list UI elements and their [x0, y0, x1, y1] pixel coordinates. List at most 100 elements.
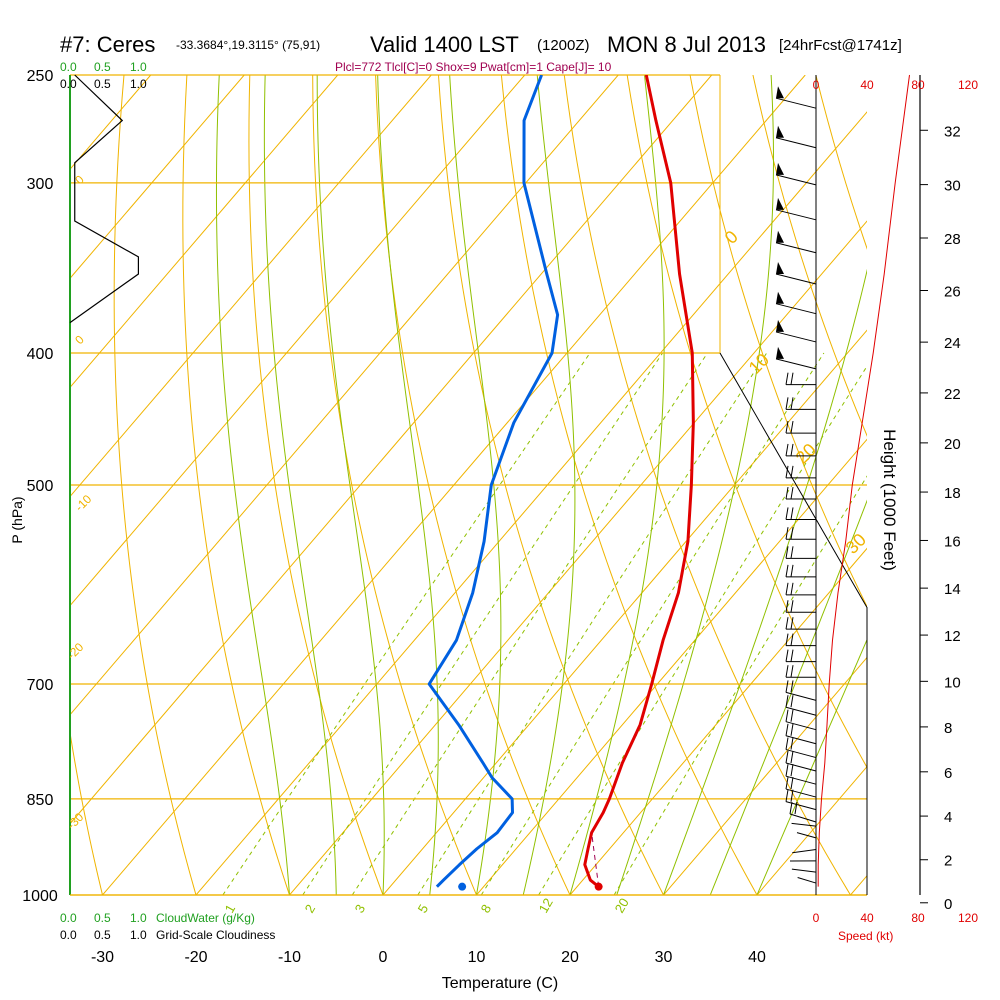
x-tick-label: -30	[91, 949, 114, 966]
wind-barb-feather	[785, 443, 789, 456]
height-tick-label: 20	[944, 436, 961, 453]
valid-time: Valid 1400 LST	[370, 32, 519, 57]
wind-barb	[791, 868, 817, 873]
moist-adiabat	[377, 75, 439, 895]
wind-barb-feather	[785, 600, 789, 613]
height-tick-label: 32	[944, 123, 961, 140]
dry-adiabat	[248, 75, 384, 895]
pressure-tick-label: 850	[27, 792, 54, 809]
wind-barb	[785, 721, 817, 731]
height-tick-label: 28	[944, 231, 961, 248]
wind-barb-feather	[790, 665, 794, 678]
pressure-tick-label: 250	[27, 68, 54, 85]
wind-barb-feather	[790, 723, 794, 736]
axes: -30 -20 -10 0 10 20 30 402503004005007008501000…	[22, 68, 960, 966]
mixing-ratio-label: 8	[478, 902, 495, 916]
wind-barb-flag	[776, 319, 784, 332]
isotherm-line	[663, 656, 867, 895]
zulu-time: (1200Z)	[537, 37, 590, 54]
wind-barb-feather	[785, 617, 789, 630]
wind-barb-feather	[785, 649, 789, 662]
speed-top-tick-2: 80	[911, 78, 925, 92]
forecast-date: MON 8 Jul 2013	[607, 32, 766, 57]
x-tick-label: 40	[748, 949, 766, 966]
cloudwater-top-tick-1: 0.5	[94, 60, 111, 74]
speed-axis-label: Speed (kt)	[838, 929, 893, 943]
cloudiness-tick-2: 1.0	[130, 928, 147, 942]
wind-barb-feather	[790, 421, 794, 434]
speed-top-tick-0: 0	[813, 78, 820, 92]
wind-panel-boundary	[719, 352, 868, 895]
wind-barb	[775, 331, 817, 343]
speed-top-tick-1: 40	[860, 78, 874, 92]
cloudwater-top-tick-2: 1.0	[130, 60, 147, 74]
moist-adiabat	[215, 75, 290, 895]
mixing-ratio-line	[613, 475, 867, 895]
wind-barb	[775, 273, 817, 285]
wind-barb-feather	[785, 695, 789, 708]
height-tick-label: 4	[944, 809, 952, 826]
wind-barb-feather	[785, 397, 789, 410]
wind-barb-feather	[785, 750, 789, 764]
pressure-tick-label: 400	[27, 346, 54, 363]
wind-barb	[775, 137, 817, 149]
wind-barb-feather	[790, 750, 794, 764]
wind-barb-feather	[790, 465, 794, 478]
wind-barb	[797, 877, 817, 884]
theta-label: 30	[842, 530, 870, 558]
height-tick-label: 16	[944, 533, 961, 550]
wind-barb-feather	[785, 372, 789, 385]
moist-adiabat	[569, 75, 665, 895]
dewpoint-line	[427, 75, 560, 888]
wind-barb-feather	[790, 709, 794, 722]
wind-barb-feather	[790, 649, 794, 662]
cloudwater-top-tick-0: 0.0	[60, 60, 77, 74]
wind-barb-feather	[785, 776, 789, 790]
wind-barb-feather	[790, 600, 794, 613]
mixing-ratio-line	[480, 352, 825, 895]
wind-barb-feather	[785, 789, 789, 802]
forecast-label: [24hrFcst@1741z]	[779, 37, 902, 54]
moist-adiabat	[709, 499, 867, 895]
height-tick-label: 22	[944, 386, 961, 403]
height-tick-label: 8	[944, 720, 952, 737]
pressure-tick-label: 500	[27, 478, 54, 495]
wind-barb-feather	[785, 709, 789, 722]
surface-dewpoint	[458, 882, 467, 891]
station-coords: -33.3684°,19.3115° (75,91)	[176, 38, 320, 52]
speed-tick-2: 80	[911, 911, 925, 925]
wind-barb-flag	[776, 162, 784, 175]
wind-barb	[775, 358, 817, 370]
wind-barb	[789, 813, 817, 823]
wind-barb	[785, 691, 817, 701]
wind-barb-feather	[790, 527, 794, 540]
x-tick-label: -10	[278, 949, 301, 966]
parcel-path	[591, 832, 600, 887]
pressure-tick-label: 700	[27, 677, 54, 694]
cloudwater-tick-2: 1.0	[130, 911, 147, 925]
theta-label: -20	[64, 640, 86, 662]
isotherm-line	[70, 75, 339, 389]
theta-label: 10	[745, 350, 773, 378]
cloudiness-tick-1: 0.5	[94, 928, 111, 942]
speed-tick-0: 0	[813, 911, 820, 925]
wind-barb-feather	[790, 372, 794, 385]
x-tick-label: 0	[379, 949, 388, 966]
wind-barb-feather	[790, 633, 794, 646]
wind-barb-feather	[790, 789, 794, 802]
height-tick-label: 10	[944, 674, 961, 691]
wind-barb	[785, 735, 817, 745]
moist-adiabat	[263, 75, 337, 895]
wind-barb-flag	[776, 197, 784, 210]
wind-barb-feather	[785, 680, 789, 693]
wind-barb-feather	[790, 507, 794, 520]
dry-adiabat	[563, 75, 851, 895]
wind-barb-feather	[785, 633, 789, 646]
wind-barb-feather	[790, 564, 794, 577]
mixing-ratio-label: 3	[352, 902, 369, 916]
height-tick-label: 24	[944, 335, 961, 352]
dry-adiabat	[312, 75, 477, 895]
cloudiness-line	[69, 74, 139, 324]
wind-barb-feather	[785, 582, 789, 595]
x-tick-label: 10	[468, 949, 486, 966]
